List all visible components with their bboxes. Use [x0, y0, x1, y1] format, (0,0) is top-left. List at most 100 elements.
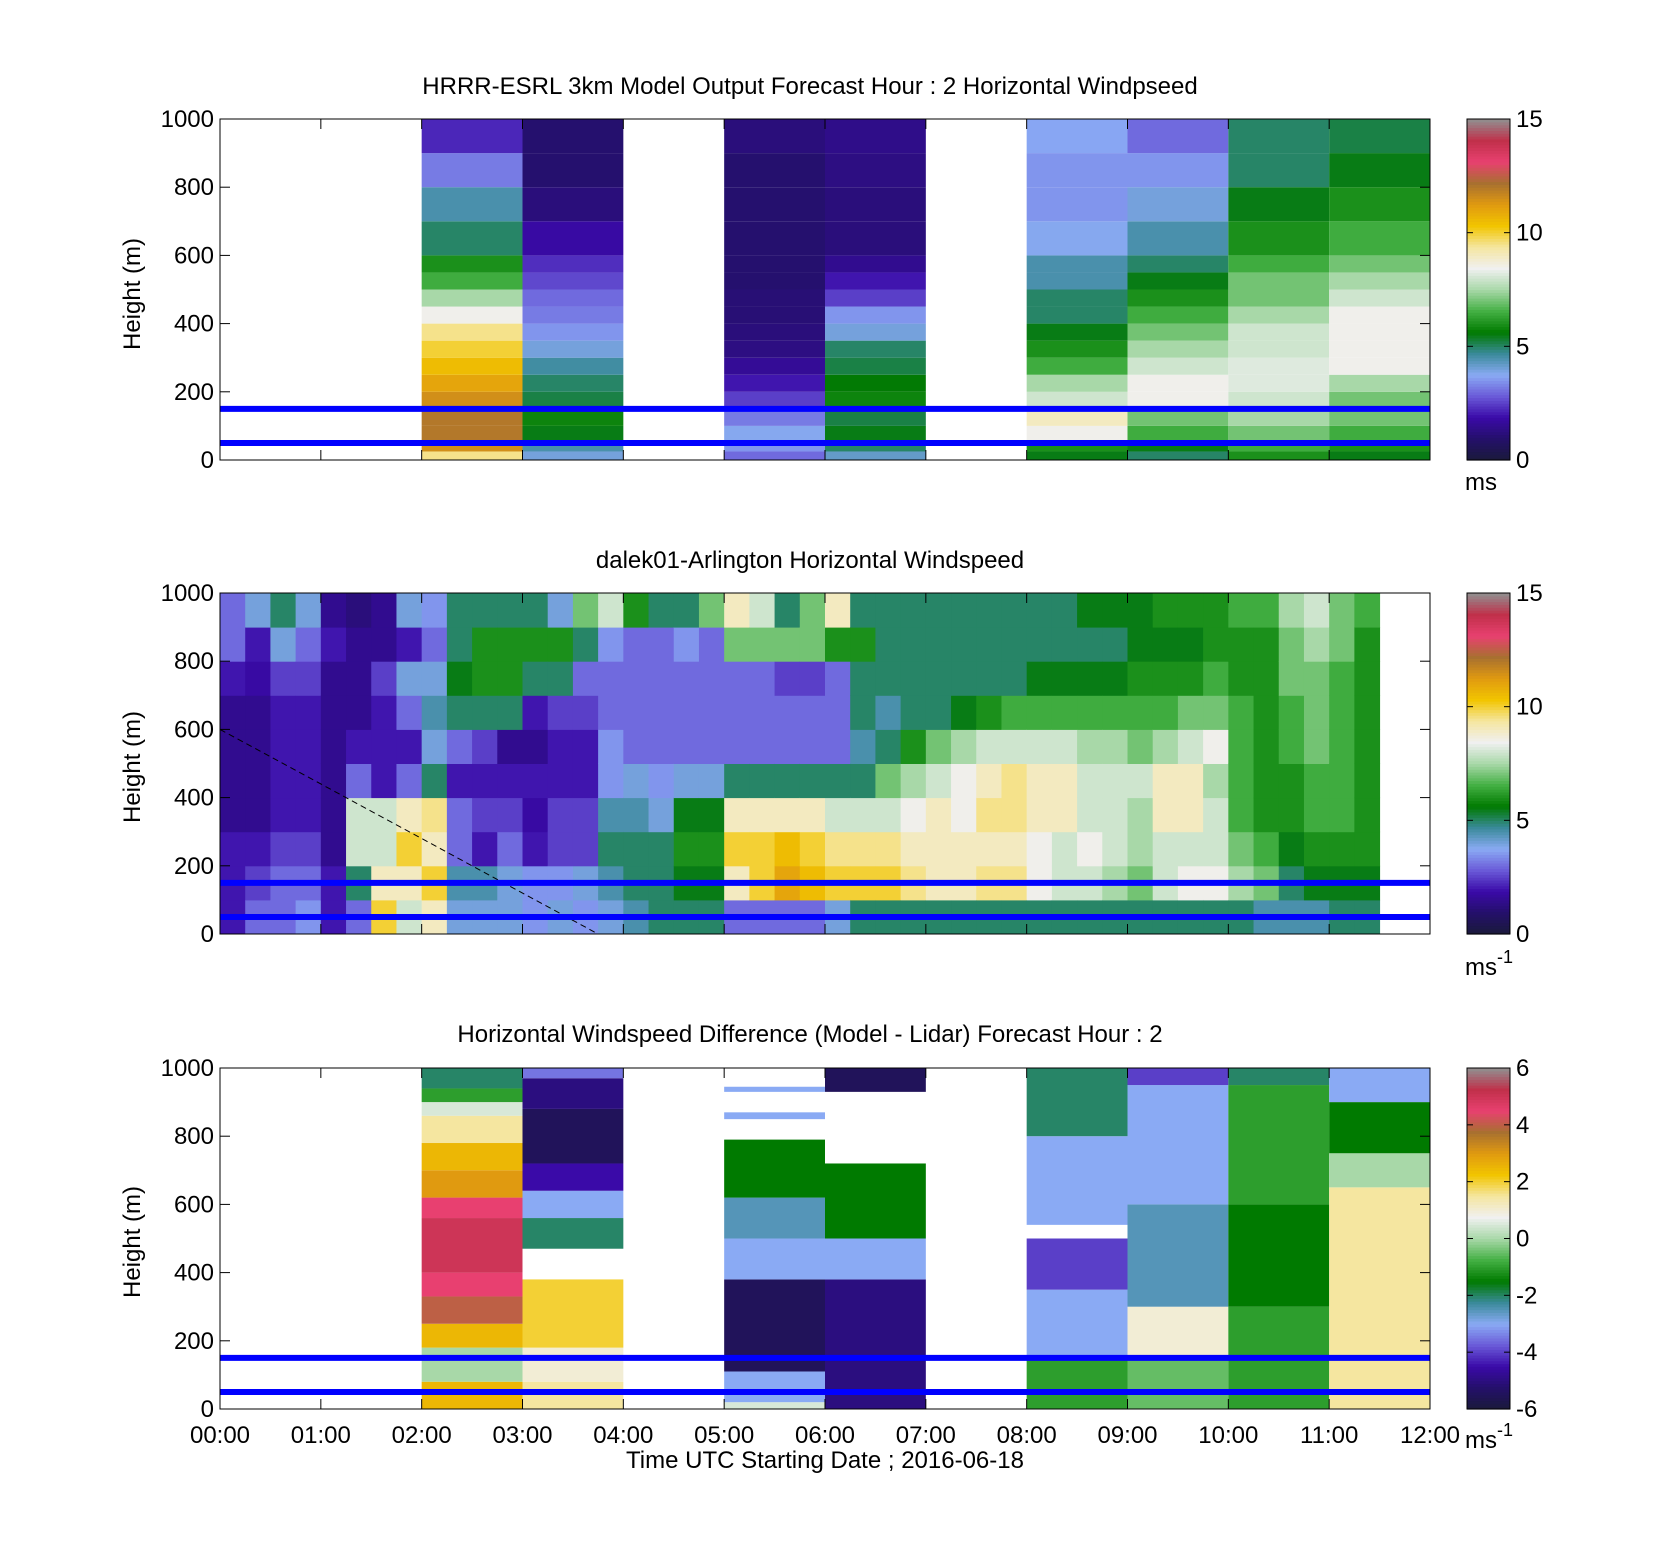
colorbar-band [1467, 332, 1510, 336]
heatmap-cell [1001, 729, 1028, 764]
heatmap-cell [421, 357, 523, 375]
heatmap-cell [1329, 1187, 1430, 1409]
heatmap-cell [1051, 627, 1078, 662]
colorbar-band [1467, 280, 1510, 285]
colorbar-band [1467, 1278, 1510, 1282]
heatmap-cell [850, 661, 876, 696]
heatmap-cell [724, 255, 825, 273]
colorbar-band [1467, 121, 1510, 126]
colorbar-band [1467, 712, 1510, 716]
colorbar-unit: ms-1 [1465, 1420, 1513, 1454]
heatmap-cell [295, 695, 322, 730]
heatmap-cell [220, 593, 246, 628]
heatmap-cell [1127, 119, 1229, 154]
colorbar-band [1467, 1266, 1510, 1271]
heatmap-cell [522, 119, 624, 154]
colorbar-band [1467, 1124, 1510, 1129]
colorbar-tick-label: 5 [1516, 807, 1529, 834]
heatmap-cell [1051, 695, 1078, 730]
heatmap-cell [698, 831, 725, 867]
heatmap-cell [1329, 153, 1430, 188]
heatmap-cell [1228, 255, 1330, 273]
heatmap-cell [1228, 627, 1255, 662]
colorbar-band [1467, 928, 1510, 932]
heatmap-cell [825, 1238, 926, 1280]
colorbar-band [1467, 1190, 1510, 1194]
heatmap-cell [1228, 119, 1330, 154]
heatmap-cell [976, 593, 1002, 628]
heatmap-cell [446, 729, 473, 764]
heatmap-cell [1329, 627, 1355, 662]
colorbar-band [1467, 153, 1510, 157]
heatmap-cell [1303, 729, 1330, 764]
heatmap-cell [724, 661, 750, 696]
heatmap-cell [976, 763, 1002, 799]
heatmap-cell [1077, 831, 1103, 867]
colorbar-band [1467, 229, 1510, 234]
heatmap-cell [497, 831, 523, 867]
heatmap-cell [799, 831, 826, 867]
heatmap-cell [472, 627, 498, 662]
colorbar-band [1467, 851, 1510, 856]
heatmap-cell [320, 729, 347, 764]
colorbar-band [1467, 908, 1510, 912]
heatmap-cell [371, 627, 397, 662]
heatmap-cell [1329, 306, 1430, 324]
colorbar-band [1467, 726, 1510, 730]
colorbar-band [1467, 349, 1510, 353]
heatmap-cell [270, 831, 297, 867]
heatmap-cell [1177, 831, 1204, 867]
heatmap-cell [1329, 729, 1355, 764]
heatmap-cell [1102, 627, 1128, 662]
heatmap-cell [1026, 797, 1053, 833]
colorbar-band [1467, 411, 1510, 416]
heatmap-cell [1127, 153, 1229, 188]
colorbar-band [1467, 732, 1510, 736]
x-tick-label: 10:00 [1198, 1422, 1258, 1449]
heatmap-cell [1329, 451, 1430, 460]
heatmap-cell [1051, 729, 1078, 764]
heatmap-cell [522, 1190, 624, 1219]
colorbar-band [1467, 1232, 1510, 1237]
heatmap-cell [220, 729, 246, 764]
colorbar-band [1467, 363, 1510, 367]
colorbar-band [1467, 1164, 1510, 1169]
colorbar-band [1467, 300, 1510, 305]
heatmap-cell [951, 661, 977, 696]
y-axis-label: Height (m) [119, 1186, 146, 1298]
heatmap-cell [1203, 661, 1229, 696]
heatmap-cell [1329, 593, 1355, 628]
colorbar-band [1467, 1207, 1510, 1211]
panel-title: dalek01-Arlington Horizontal Windspeed [596, 547, 1024, 574]
colorbar-band [1467, 1397, 1510, 1402]
heatmap-cell [724, 442, 825, 452]
colorbar-band [1467, 1329, 1510, 1333]
colorbar-band [1467, 1175, 1510, 1180]
y-tick-label: 600 [174, 716, 214, 743]
heatmap-cell [1127, 661, 1154, 696]
heatmap-cell [421, 289, 523, 307]
colorbar-band [1467, 1198, 1510, 1203]
colorbar-band [1467, 754, 1510, 759]
heatmap-cell [1203, 831, 1229, 867]
heatmap-cell [951, 627, 977, 662]
heatmap-cell [976, 797, 1002, 833]
heatmap-cell [1303, 831, 1330, 867]
heatmap-cell [1026, 119, 1128, 154]
heatmap-cell [1127, 408, 1229, 426]
heatmap-cell [976, 627, 1002, 662]
colorbar-band [1467, 1323, 1510, 1328]
colorbar-band [1467, 1386, 1510, 1390]
panel-difference: Horizontal Windspeed Difference (Model -… [119, 1021, 1537, 1474]
colorbar-band [1467, 686, 1510, 691]
heatmap-cell [1102, 831, 1128, 867]
colorbar-band [1467, 1363, 1510, 1367]
heatmap-cell [1026, 255, 1128, 273]
colorbar-band [1467, 746, 1510, 750]
heatmap-cell [1228, 357, 1330, 375]
colorbar-band [1467, 831, 1510, 836]
heatmap-cell [220, 797, 246, 833]
heatmap-cell [1228, 374, 1330, 392]
colorbar-tick-label: 6 [1516, 1055, 1529, 1082]
colorbar-band [1467, 1352, 1510, 1356]
